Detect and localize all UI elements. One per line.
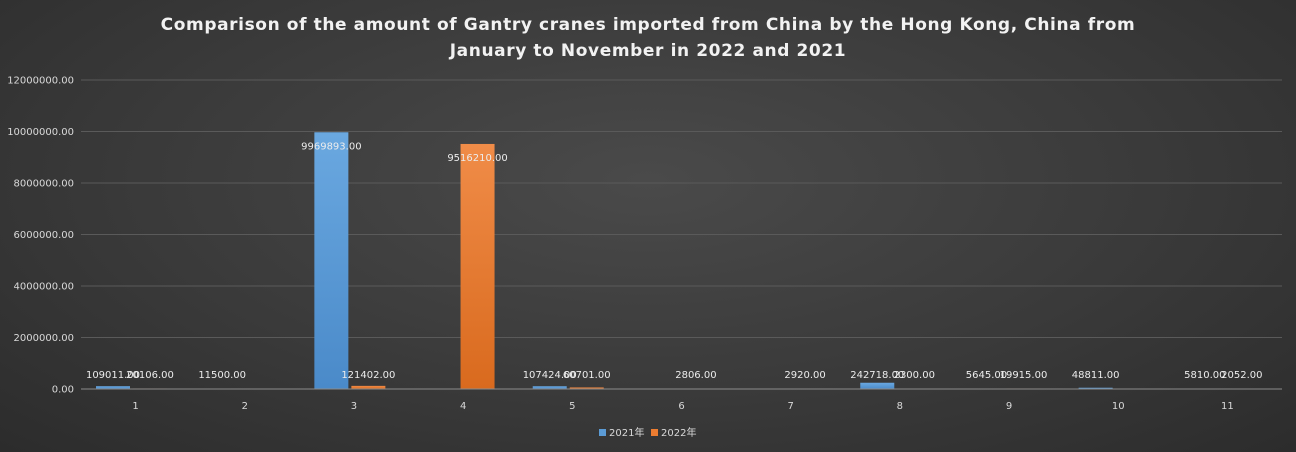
- x-tick-label: 4: [460, 401, 466, 412]
- data-label: 9516210.00: [447, 153, 507, 164]
- bar: [860, 382, 895, 389]
- data-label: 5810.00: [1184, 370, 1225, 381]
- data-label: 48811.00: [1072, 370, 1120, 381]
- x-tick-label: 8: [897, 401, 903, 412]
- x-tick-label: 11: [1221, 401, 1234, 412]
- legend-label: 2021年: [609, 426, 644, 439]
- legend-swatch: [599, 429, 606, 436]
- data-label: 11500.00: [198, 370, 246, 381]
- x-tick-label: 6: [678, 401, 684, 412]
- chart-title-line-1: Comparison of the amount of Gantry crane…: [161, 15, 1136, 35]
- y-tick-label: 8000000.00: [14, 179, 74, 190]
- x-tick-label: 2: [242, 401, 248, 412]
- chart-title-line-2: January to November in 2022 and 2021: [449, 41, 846, 61]
- data-label: 2806.00: [675, 370, 716, 381]
- bar: [532, 386, 567, 389]
- bar: [351, 385, 386, 389]
- data-label: 60701.00: [563, 370, 611, 381]
- bar: [314, 132, 349, 389]
- x-tick-label: 7: [787, 401, 793, 412]
- x-tick-label: 9: [1006, 401, 1012, 412]
- gridlines: [81, 79, 1282, 338]
- x-tick-label: 1: [132, 401, 138, 412]
- data-label: 2300.00: [894, 370, 935, 381]
- bars: [96, 132, 1259, 389]
- data-labels: 109011.00 11500.00 9969893.00 107424.00 2427…: [86, 141, 1263, 381]
- bar: [96, 386, 130, 389]
- data-label: 19915.00: [1000, 370, 1048, 381]
- data-label: 109011.00: [86, 370, 140, 381]
- data-label: 121402.00: [341, 370, 395, 381]
- legend: 2021年 2022年: [599, 426, 696, 439]
- data-label: 2920.00: [784, 370, 825, 381]
- y-tick-label: 4000000.00: [14, 282, 74, 293]
- data-label: 242718.00: [850, 370, 904, 381]
- x-tick-label: 5: [569, 401, 575, 412]
- data-label: 2052.00: [1221, 370, 1262, 381]
- bar: [1078, 387, 1113, 389]
- legend-label: 2022年: [661, 426, 696, 439]
- y-axis: 0.00 2000000.00 4000000.00 6000000.00 800000…: [7, 76, 74, 396]
- bar: [569, 387, 604, 389]
- y-tick-label: 0.00: [52, 385, 74, 396]
- bar: [460, 143, 495, 389]
- data-label: 20106.00: [126, 370, 174, 381]
- y-tick-label: 12000000.00: [7, 76, 74, 87]
- x-tick-label: 3: [351, 401, 357, 412]
- legend-swatch: [651, 429, 658, 436]
- x-tick-label: 10: [1112, 401, 1125, 412]
- y-tick-label: 2000000.00: [14, 333, 74, 344]
- data-label: 107424.00: [523, 370, 577, 381]
- y-tick-label: 10000000.00: [7, 127, 74, 138]
- x-axis: 1 2 3 4 5 6 7 8 9 10 11: [81, 388, 1282, 412]
- data-label: 5645.00: [966, 370, 1007, 381]
- data-label: 9969893.00: [301, 141, 361, 152]
- y-tick-label: 6000000.00: [14, 230, 74, 241]
